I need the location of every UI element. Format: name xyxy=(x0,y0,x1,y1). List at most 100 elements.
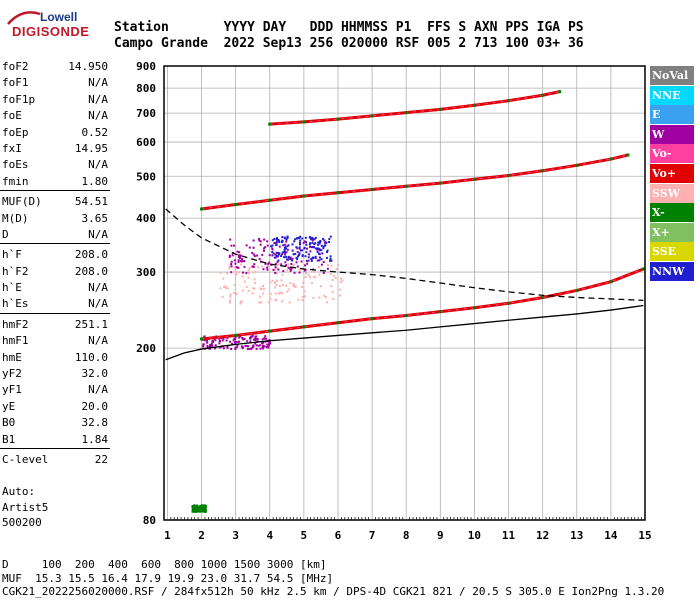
echo-dot xyxy=(230,244,233,247)
param-separator xyxy=(0,447,110,449)
echo-dot xyxy=(197,509,200,512)
echo-dot xyxy=(307,256,310,259)
echo-dot xyxy=(317,241,320,244)
echo-dot xyxy=(204,504,207,507)
param-separator xyxy=(0,190,110,192)
param-value: 32.8 xyxy=(81,416,109,430)
echo-dot xyxy=(284,243,287,246)
echo-trace-point xyxy=(268,329,272,333)
echo-dot xyxy=(247,345,250,348)
echo-dot xyxy=(199,507,202,510)
echo-trace-point xyxy=(234,333,238,337)
echo-dot xyxy=(301,237,304,240)
echo-dot xyxy=(219,340,222,343)
param-name: yE xyxy=(2,399,16,413)
echo-trace-point xyxy=(609,157,613,161)
echo-dot xyxy=(253,282,256,285)
echo-dot xyxy=(275,238,278,241)
echo-dot xyxy=(252,345,255,348)
echo-dot xyxy=(291,243,294,246)
echo-dot xyxy=(229,295,232,298)
echo-dot xyxy=(262,292,265,295)
param-row: foF1p N/A xyxy=(0,91,110,107)
y-tick-label: 200 xyxy=(136,342,156,355)
echo-dot xyxy=(308,245,311,248)
echo-dot xyxy=(249,336,252,339)
echo-dot xyxy=(275,256,278,259)
echo-dot xyxy=(275,298,278,301)
echo-dot xyxy=(274,262,277,265)
echo-trace-point xyxy=(472,177,476,181)
echo-dot xyxy=(266,343,269,346)
echo-dot xyxy=(323,294,326,297)
y-tick-label: 500 xyxy=(136,170,156,183)
echo-dot xyxy=(271,244,274,247)
echo-dot xyxy=(277,263,280,266)
echo-dot xyxy=(260,288,263,291)
echo-dot xyxy=(325,296,328,299)
echo-dot xyxy=(318,273,321,276)
echo-dot xyxy=(223,286,226,289)
param-value: 20.0 xyxy=(81,399,109,413)
echo-dot xyxy=(275,272,278,275)
echo-dot xyxy=(279,291,282,294)
echo-dot xyxy=(284,261,287,264)
echo-dot xyxy=(262,247,265,250)
param-value: 22 xyxy=(94,452,108,466)
echo-dot xyxy=(298,246,301,249)
echo-dot xyxy=(253,263,256,266)
echo-dot xyxy=(238,336,241,339)
echo-dot xyxy=(298,269,301,272)
echo-dot xyxy=(286,248,289,251)
echo-dot xyxy=(261,253,264,256)
echo-dot xyxy=(339,294,342,297)
echo-dot xyxy=(234,346,237,349)
x-tick-label: 14 xyxy=(604,529,618,542)
echo-dot xyxy=(287,266,290,269)
echo-dot xyxy=(243,265,246,268)
echo-dot xyxy=(254,337,257,340)
echo-dot xyxy=(252,287,255,290)
echo-dot xyxy=(249,340,252,343)
legend-item: Vo+ xyxy=(650,163,694,183)
echo-dot xyxy=(318,242,321,245)
echo-dot xyxy=(313,242,316,245)
echo-dot xyxy=(275,284,278,287)
footer-distance: D 100 200 400 600 800 1000 1500 3000 [km… xyxy=(2,558,327,571)
echo-dot xyxy=(299,235,302,238)
echo-dot xyxy=(238,257,241,260)
echo-dot xyxy=(276,260,279,263)
echo-dot xyxy=(309,236,312,239)
echo-dot xyxy=(195,509,198,512)
echo-dot xyxy=(280,255,283,258)
echo-dot xyxy=(263,337,266,340)
echo-dot xyxy=(274,286,277,289)
echo-dot xyxy=(239,302,242,305)
echo-dot xyxy=(257,344,260,347)
echo-dot xyxy=(274,242,277,245)
echo-dot xyxy=(309,242,312,245)
echo-dot xyxy=(331,291,334,294)
param-row: yF2 32.0 xyxy=(0,365,110,381)
echo-dot xyxy=(247,272,250,275)
param-row: hmE 110.0 xyxy=(0,349,110,365)
echo-dot xyxy=(235,266,238,269)
echo-trace-overlay xyxy=(269,91,560,125)
param-name: MUF(D) xyxy=(2,195,42,209)
echo-dot xyxy=(203,335,206,338)
param-row: h`Es N/A xyxy=(0,295,110,311)
echo-dot xyxy=(232,339,235,342)
echo-dot xyxy=(222,347,225,350)
echo-dot xyxy=(258,301,261,304)
y-tick-label: 600 xyxy=(136,136,156,149)
echo-dot xyxy=(266,264,269,267)
echo-dot xyxy=(331,279,334,282)
echo-dot xyxy=(202,345,205,348)
echo-dot xyxy=(326,267,329,270)
echo-dot xyxy=(284,253,287,256)
echo-trace-point xyxy=(626,153,630,157)
param-name: h`F2 xyxy=(2,264,29,278)
echo-dot xyxy=(311,239,314,242)
echo-dot xyxy=(259,344,262,347)
echo-dot xyxy=(316,247,319,250)
